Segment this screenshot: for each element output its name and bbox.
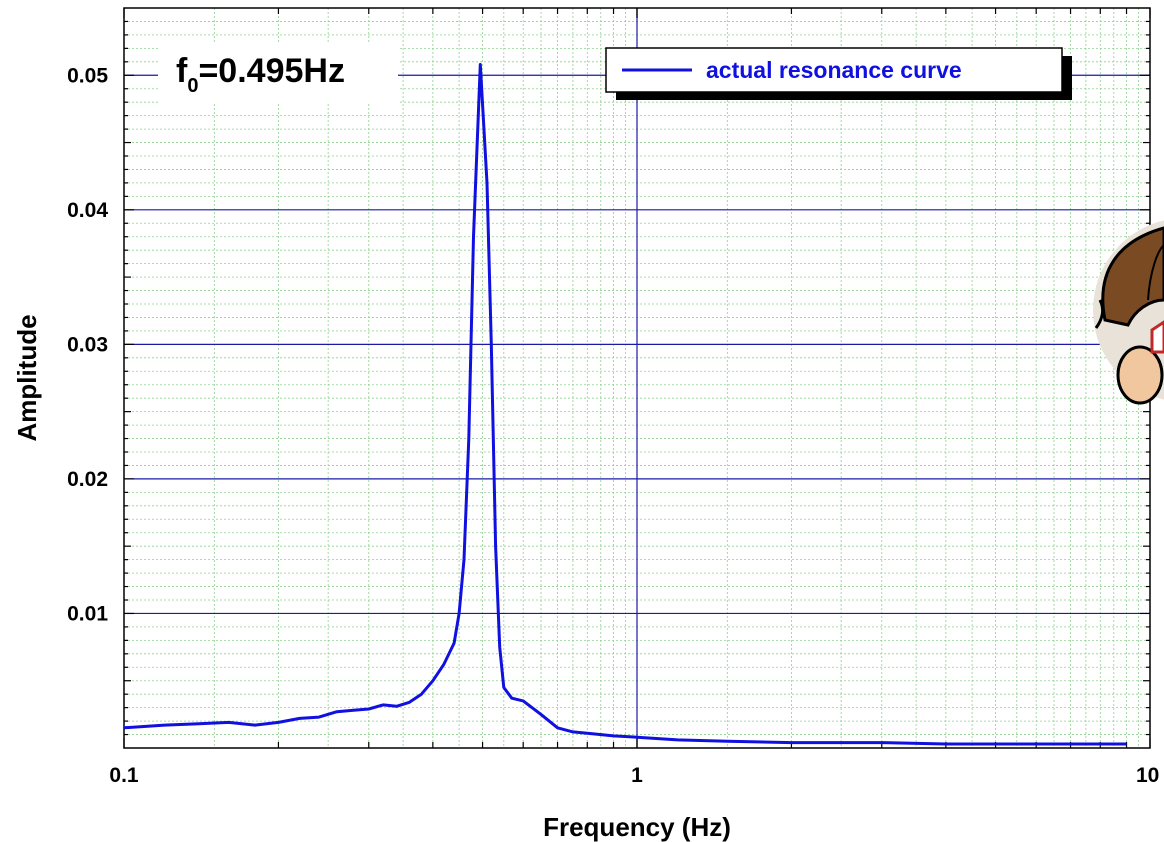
annotation-prefix: f bbox=[176, 52, 188, 90]
cartoon-face-illustration bbox=[1093, 220, 1164, 405]
legend: actual resonance curve bbox=[605, 47, 1072, 100]
x-tick-label: 10 bbox=[1136, 764, 1159, 787]
annotation-suffix: =0.495Hz bbox=[198, 52, 345, 90]
y-tick-label: 0.04 bbox=[67, 199, 108, 222]
y-tick-label: 0.05 bbox=[67, 64, 108, 87]
y-tick-label: 0.03 bbox=[67, 333, 108, 356]
x-tick-labels: 0.1 1 10 bbox=[109, 764, 1159, 787]
y-tick-label: 0.01 bbox=[67, 602, 108, 625]
y-tick-labels: 0.01 0.02 0.03 0.04 0.05 bbox=[67, 64, 108, 625]
x-axis-title: Frequency (Hz) bbox=[543, 812, 731, 842]
x-tick-label: 0.1 bbox=[109, 764, 139, 787]
y-axis-title: Amplitude bbox=[12, 314, 42, 441]
annotation-background bbox=[158, 44, 398, 104]
series-line-actual-resonance-curve bbox=[123, 63, 1127, 746]
major-grid bbox=[124, 8, 1150, 748]
annotation-subscript: 0 bbox=[187, 75, 198, 97]
y-tick-label: 0.02 bbox=[67, 468, 108, 491]
resonance-frequency-annotation: f0=0.495Hz bbox=[176, 52, 345, 97]
legend-label: actual resonance curve bbox=[706, 57, 962, 83]
x-tick-label: 1 bbox=[631, 764, 643, 787]
